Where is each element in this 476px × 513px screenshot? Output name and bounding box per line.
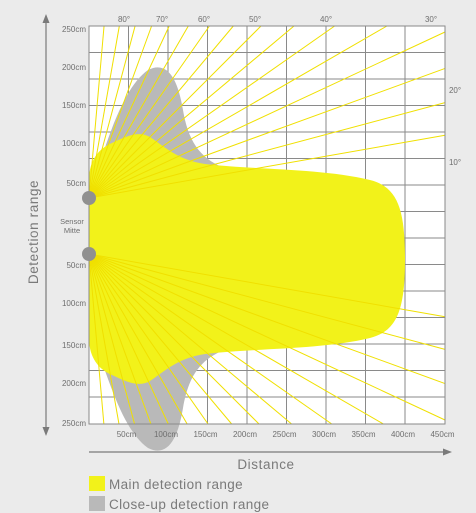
sensor-label-line1: Sensor: [60, 217, 84, 226]
angle-ray: [88, 25, 210, 199]
angle-ray: [88, 253, 446, 421]
angle-ray: [88, 253, 233, 425]
angle-ray: [88, 253, 446, 385]
y-tick-labels: 250cm 200cm 150cm 100cm 50cm 50cm 100cm 150cm 20…: [62, 25, 86, 428]
angle-label: 40°: [320, 15, 332, 24]
angle-ray: [88, 253, 446, 350]
main-detection-area: [89, 134, 405, 384]
y-axis-arrow-up-icon: [42, 14, 50, 23]
angle-labels: 80° 70° 60° 50° 40° 30° 20° 10°: [118, 15, 461, 167]
y-tick-label: 100cm: [62, 139, 86, 148]
angle-ray: [88, 25, 335, 199]
angle-ray: [88, 25, 262, 199]
y-tick-label: 200cm: [62, 379, 86, 388]
y-tick-label: 200cm: [62, 63, 86, 72]
angle-ray: [88, 253, 333, 425]
angle-ray: [88, 31, 446, 199]
angle-label: 20°: [449, 86, 461, 95]
angle-ray: [88, 25, 153, 199]
angle-ray: [88, 253, 152, 425]
angle-ray: [88, 253, 209, 425]
x-tick-label: 200cm: [233, 430, 257, 439]
plot-border: [88, 25, 446, 425]
angle-ray: [88, 102, 446, 199]
y-axis-arrow-down-icon: [42, 427, 50, 436]
angle-label: 10°: [449, 158, 461, 167]
legend-swatch-main: [89, 476, 105, 491]
y-tick-label: 100cm: [62, 299, 86, 308]
x-axis-title: Distance: [237, 457, 294, 472]
x-tick-label: 400cm: [391, 430, 415, 439]
angle-ray: [88, 25, 388, 199]
y-tick-label: 250cm: [62, 419, 86, 428]
y-tick-label: 150cm: [62, 341, 86, 350]
y-axis-title: Detection range: [26, 180, 41, 284]
x-tick-label: 100cm: [154, 430, 178, 439]
x-tick-label: 300cm: [312, 430, 336, 439]
x-tick-label: 350cm: [351, 430, 375, 439]
sensor-dot-bottom: [82, 247, 96, 261]
y-tick-label: 50cm: [66, 261, 86, 270]
angle-ray: [88, 253, 136, 425]
angle-ray: [88, 25, 295, 199]
y-tick-label: 50cm: [66, 179, 86, 188]
angle-label: 60°: [198, 15, 210, 24]
angle-ray: [88, 25, 136, 199]
x-tick-label: 450cm: [430, 430, 454, 439]
angle-rays: [88, 25, 446, 425]
angle-ray: [88, 134, 446, 199]
angle-ray: [88, 25, 189, 199]
angle-ray: [88, 25, 105, 199]
angle-ray: [88, 253, 446, 318]
angle-ray: [88, 253, 292, 425]
x-tick-label: 250cm: [272, 430, 296, 439]
angle-ray: [88, 67, 446, 199]
angle-ray: [88, 253, 260, 425]
legend-swatch-closeup: [89, 496, 105, 511]
angle-ray: [88, 253, 169, 425]
angle-ray: [88, 25, 234, 199]
angle-label: 30°: [425, 15, 437, 24]
angle-ray: [88, 25, 170, 199]
legend-label-main: Main detection range: [109, 477, 243, 492]
angle-ray: [88, 253, 188, 425]
sensor-dot-top: [82, 191, 96, 205]
sensor-label-line2: Mitte: [64, 226, 80, 235]
legend-label-closeup: Close-up detection range: [109, 497, 269, 512]
y-tick-label: 150cm: [62, 101, 86, 110]
angle-label: 80°: [118, 15, 130, 24]
angle-ray: [88, 253, 120, 425]
x-axis-arrow-right-icon: [443, 448, 452, 456]
angle-ray: [88, 253, 105, 425]
x-tick-labels: 50cm 100cm 150cm 200cm 250cm 300cm 350cm 400cm 4…: [117, 430, 455, 439]
x-tick-label: 50cm: [117, 430, 137, 439]
y-tick-label: 250cm: [62, 25, 86, 34]
x-tick-label: 150cm: [193, 430, 217, 439]
angle-label: 50°: [249, 15, 261, 24]
angle-ray: [88, 25, 120, 199]
angle-ray: [88, 253, 384, 425]
angle-label: 70°: [156, 15, 168, 24]
